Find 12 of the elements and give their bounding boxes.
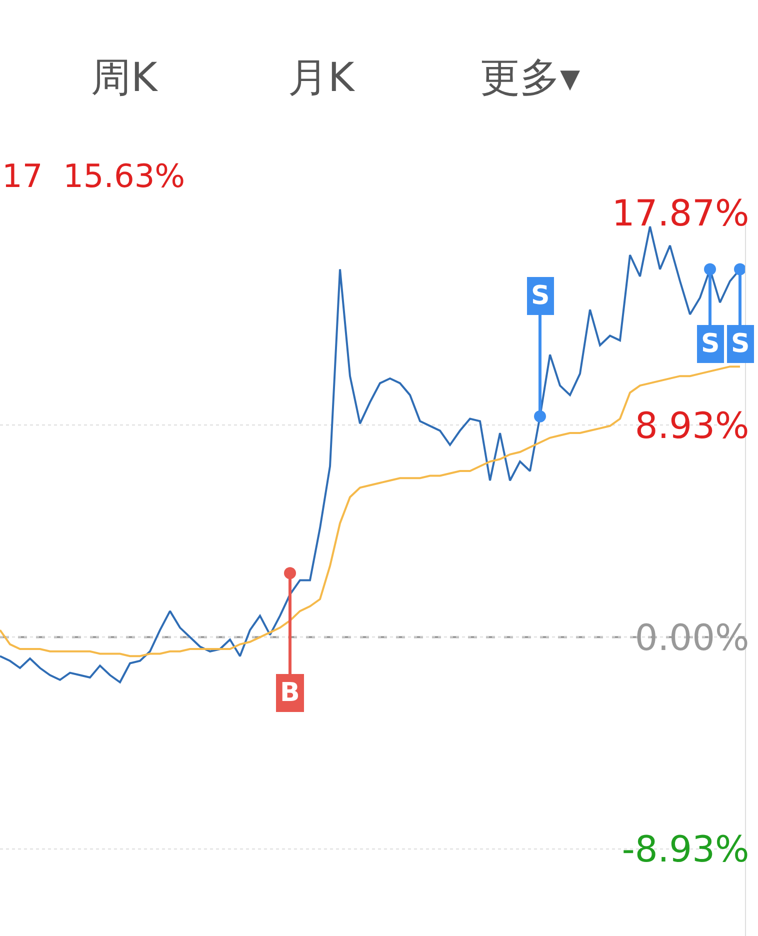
y-tick-label: 17.87% xyxy=(612,194,750,235)
y-tick-label: -8.93% xyxy=(622,830,750,871)
text: 更多▾ xyxy=(480,55,580,101)
y-tick-label: 0.00% xyxy=(634,618,750,659)
y-tick-label: 8.93% xyxy=(634,406,750,447)
data-label: S xyxy=(531,281,550,311)
chart-subtitle: 17 15.63% xyxy=(2,157,186,195)
text: 周K xyxy=(91,55,159,101)
data-label: B xyxy=(280,678,300,708)
data-label: S xyxy=(701,329,720,359)
text: 月K xyxy=(288,55,356,101)
data-label: S xyxy=(731,329,750,359)
